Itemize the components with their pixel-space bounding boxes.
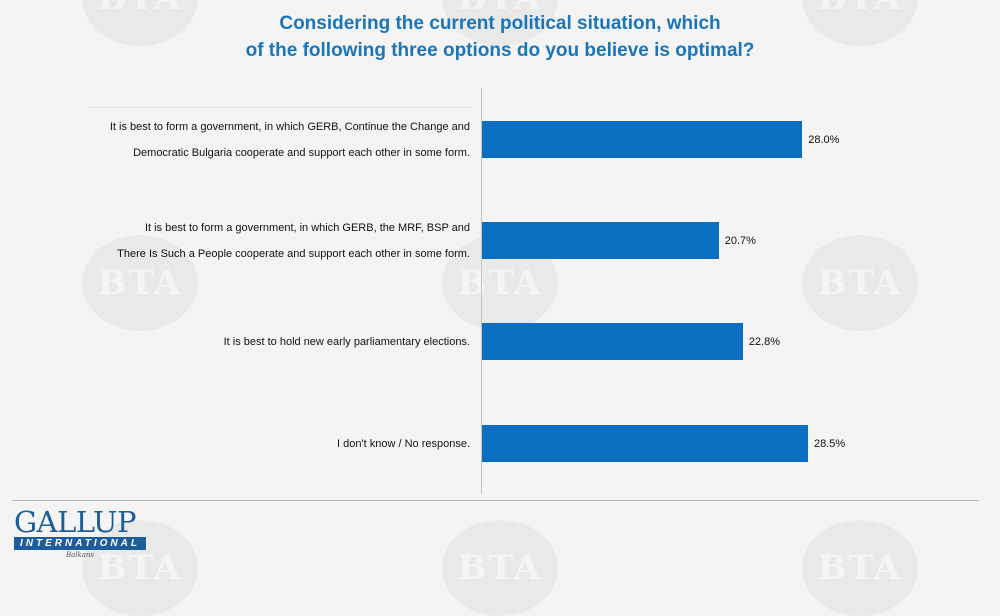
category-axis-line xyxy=(481,88,482,494)
footer-divider xyxy=(12,500,979,501)
bta-watermark-text: BTA xyxy=(82,0,198,46)
bta-watermark-text: BTA xyxy=(442,0,558,46)
data-label: 28.5% xyxy=(814,437,846,450)
bta-watermark: BTA xyxy=(802,235,918,331)
logo-band: INTERNATIONAL xyxy=(14,537,146,550)
bar xyxy=(482,425,808,462)
category-label: It is best to hold new early parliamenta… xyxy=(70,329,470,355)
bta-watermark-text: BTA xyxy=(457,263,543,303)
logo-wordmark: GALLUP xyxy=(14,505,137,539)
bar xyxy=(482,222,719,259)
bta-watermark-text: BTA xyxy=(457,548,543,588)
logo-subtitle: Balkans xyxy=(65,551,95,559)
category-label: It is best to form a government, in whic… xyxy=(70,114,470,166)
chart-title-line-2: of the following three options do you be… xyxy=(245,40,755,61)
chart-title-line-1: Considering the current political situat… xyxy=(279,13,721,34)
category-label: I don't know / No response. xyxy=(70,431,470,457)
chart-title: Considering the current political situat… xyxy=(0,10,1000,64)
bta-watermark-text: BTA xyxy=(97,263,183,303)
bta-watermark: BTA xyxy=(802,0,918,46)
bta-watermark: BTA xyxy=(82,235,198,331)
bar xyxy=(482,323,743,360)
bta-watermark-text: BTA xyxy=(817,263,903,303)
category-label-line: There Is Such a People cooperate and sup… xyxy=(117,247,470,260)
data-label: 28.0% xyxy=(808,133,840,146)
category-label-line: It is best to hold new early parliamenta… xyxy=(223,335,470,348)
data-label: 20.7% xyxy=(724,234,756,247)
category-label-line: Democratic Bulgaria cooperate and suppor… xyxy=(133,146,470,159)
category-label-line: It is best to form a government, in whic… xyxy=(144,221,470,234)
bta-watermark: BTA xyxy=(442,520,558,616)
category-label-line: I don't know / No response. xyxy=(337,437,470,450)
category-label-line: It is best to form a government, in whic… xyxy=(109,120,470,133)
gallup-international-logo: GALLUP INTERNATIONAL Balkans xyxy=(14,507,150,560)
bta-watermark-text: BTA xyxy=(817,548,903,588)
bta-watermark: BTA xyxy=(82,0,198,46)
category-label: It is best to form a government, in whic… xyxy=(70,215,470,267)
bta-watermark: BTA xyxy=(442,0,558,46)
bar xyxy=(482,121,803,158)
data-label: 22.8% xyxy=(748,335,780,348)
bta-watermark: BTA xyxy=(802,520,918,616)
top-divider xyxy=(88,107,472,108)
bta-watermark-text: BTA xyxy=(802,0,918,46)
